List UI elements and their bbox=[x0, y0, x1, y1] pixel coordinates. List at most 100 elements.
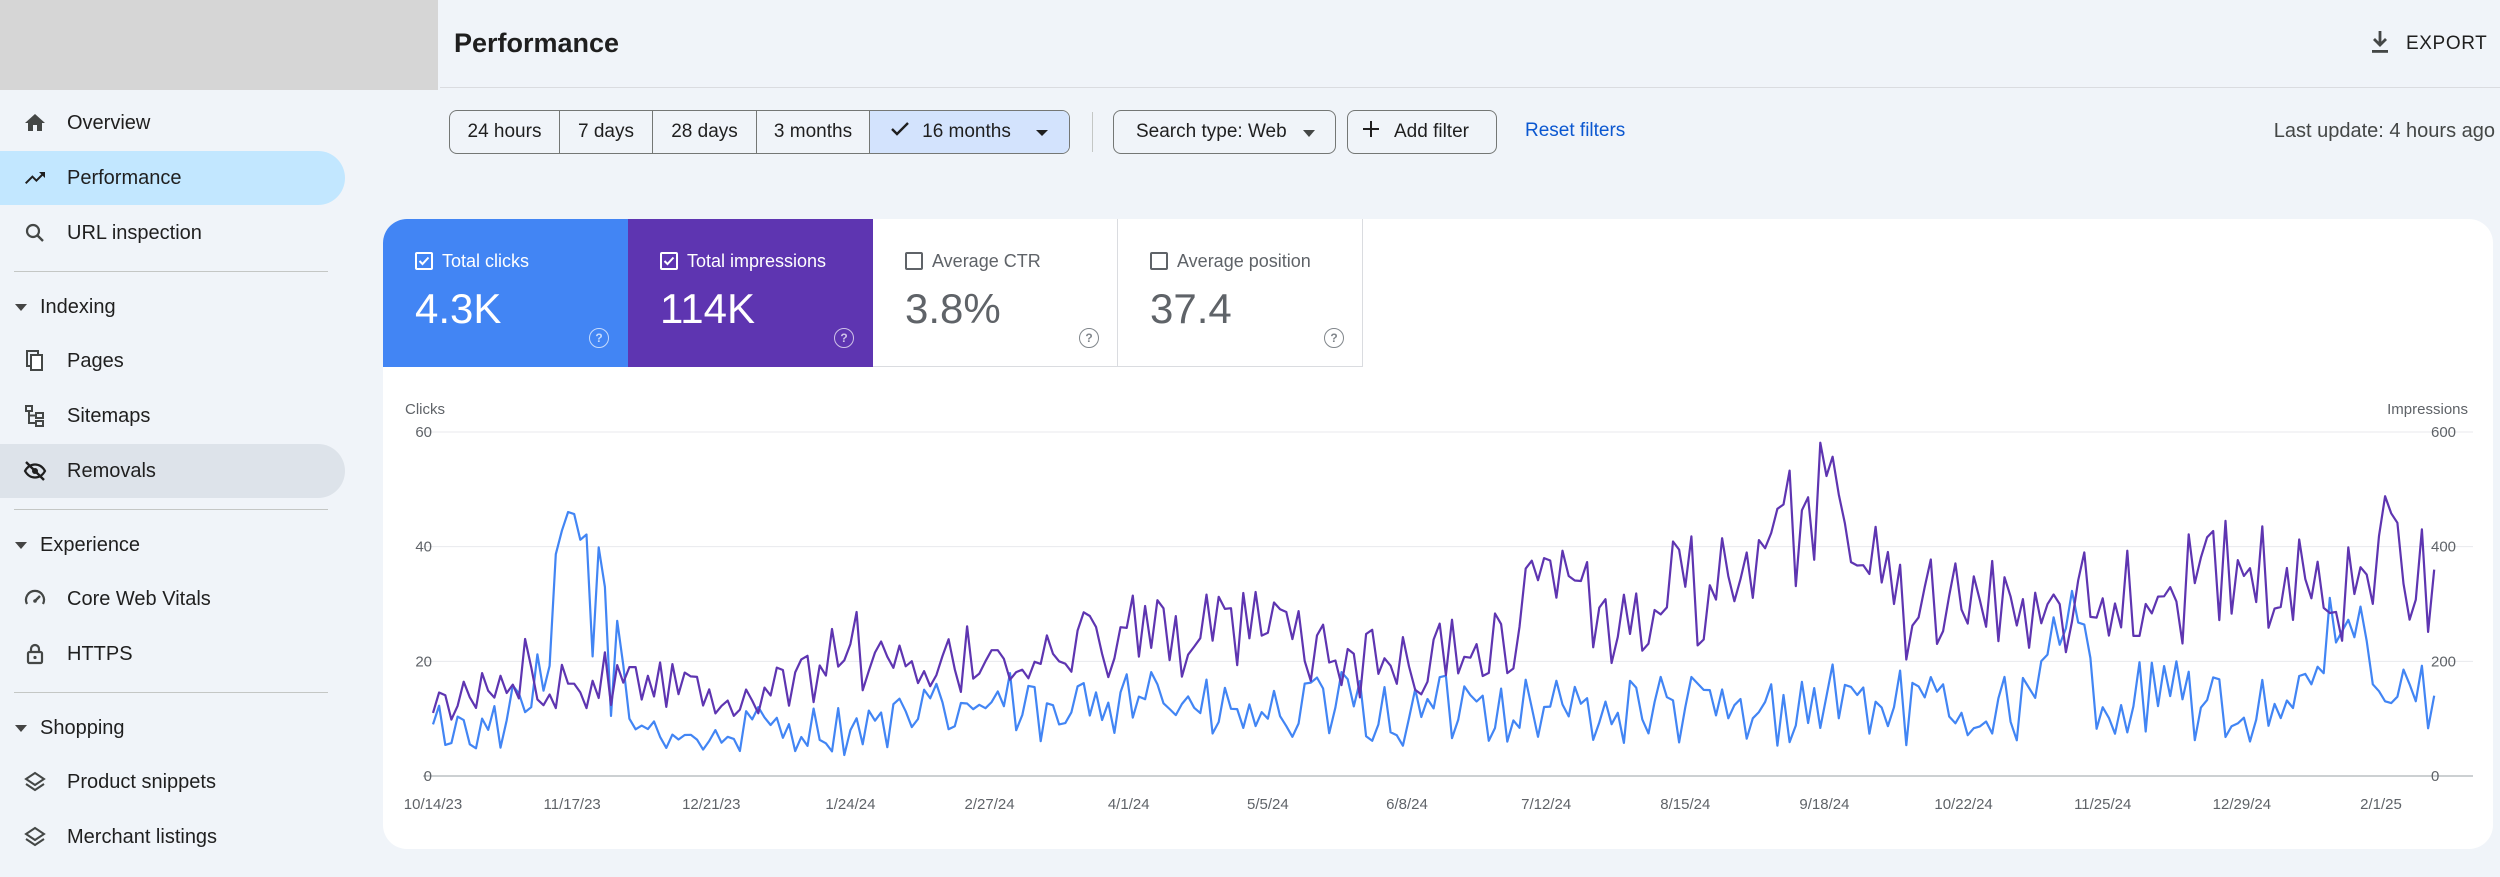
section-experience[interactable]: Experience bbox=[0, 523, 340, 567]
divider bbox=[14, 271, 328, 272]
page-title: Performance bbox=[454, 28, 620, 58]
sidebar-item-performance[interactable]: Performance bbox=[0, 151, 345, 205]
y-tick-right: 600 bbox=[2431, 424, 2456, 441]
sidebar-item-product-snippets[interactable]: Product snippets bbox=[0, 755, 345, 809]
plus-icon bbox=[1362, 120, 1380, 144]
download-icon bbox=[2368, 29, 2392, 60]
metric-label: Total impressions bbox=[687, 251, 827, 271]
x-tick-label: 4/1/24 bbox=[1108, 796, 1150, 813]
metric-total-impressions[interactable]: Total impressions 114K ? bbox=[628, 219, 873, 367]
x-tick-label: 12/21/23 bbox=[682, 796, 740, 813]
x-tick-label: 9/18/24 bbox=[1799, 796, 1849, 813]
sidebar-item-removals[interactable]: Removals bbox=[0, 444, 345, 498]
y-tick-right: 0 bbox=[2431, 768, 2439, 785]
checkbox-checked-icon[interactable] bbox=[415, 252, 433, 270]
y-tick-left: 20 bbox=[415, 653, 432, 670]
lock-icon bbox=[22, 641, 48, 667]
range-label: 16 months bbox=[922, 121, 1011, 142]
date-range-selector: 24 hours 7 days 28 days 3 months 16 mont… bbox=[449, 110, 1070, 154]
sidebar-item-label: Removals bbox=[67, 459, 156, 482]
gauge-icon bbox=[22, 586, 48, 612]
section-shopping[interactable]: Shopping bbox=[0, 706, 340, 750]
sidebar-item-merchant-listings[interactable]: Merchant listings bbox=[0, 810, 345, 864]
section-label: Indexing bbox=[40, 295, 116, 318]
divider bbox=[14, 692, 328, 693]
sidebar-item-label: Sitemaps bbox=[67, 404, 151, 427]
sidebar-item-label: Overview bbox=[67, 111, 151, 134]
metric-label: Average CTR bbox=[932, 251, 1041, 271]
metric-label: Average position bbox=[1177, 251, 1311, 271]
y-tick-left: 60 bbox=[415, 424, 432, 441]
metric-value: 3.8% bbox=[905, 285, 1001, 332]
sidebar-item-https[interactable]: HTTPS bbox=[0, 627, 345, 681]
help-icon[interactable]: ? bbox=[589, 328, 609, 348]
help-icon[interactable]: ? bbox=[1324, 328, 1344, 348]
add-filter-label: Add filter bbox=[1394, 121, 1469, 142]
caret-down-icon bbox=[15, 541, 27, 549]
range-24-hours[interactable]: 24 hours bbox=[450, 111, 560, 153]
sidebar-item-pages[interactable]: Pages bbox=[0, 334, 345, 388]
help-icon[interactable]: ? bbox=[1079, 328, 1099, 348]
home-icon bbox=[22, 110, 48, 136]
sidebar-item-label: Pages bbox=[67, 349, 124, 372]
sidebar-item-label: Core Web Vitals bbox=[67, 587, 211, 610]
range-3-months[interactable]: 3 months bbox=[757, 111, 870, 153]
sidebar-item-url-inspection[interactable]: URL inspection bbox=[0, 206, 345, 260]
dropdown-arrow-icon bbox=[1035, 121, 1049, 143]
trending-up-icon bbox=[22, 165, 48, 191]
checkbox-checked-icon[interactable] bbox=[660, 252, 678, 270]
sidebar-item-overview[interactable]: Overview bbox=[0, 96, 345, 150]
section-label: Shopping bbox=[40, 716, 125, 739]
y-axis-label-left: Clicks bbox=[405, 401, 445, 418]
sidebar: Overview Performance URL inspection Inde… bbox=[0, 0, 440, 877]
series-line bbox=[431, 510, 2436, 757]
export-button[interactable]: EXPORT bbox=[2368, 26, 2487, 62]
property-selector[interactable] bbox=[0, 0, 438, 90]
add-filter-button[interactable]: Add filter bbox=[1347, 110, 1497, 154]
search-icon bbox=[22, 220, 48, 246]
sidebar-item-label: HTTPS bbox=[67, 642, 133, 665]
x-tick-label: 8/15/24 bbox=[1660, 796, 1710, 813]
export-label: EXPORT bbox=[2406, 33, 2488, 54]
x-tick-label: 10/14/23 bbox=[404, 796, 462, 813]
metric-label: Total clicks bbox=[442, 251, 530, 271]
metric-average-ctr[interactable]: Average CTR 3.8% ? bbox=[873, 219, 1118, 367]
sidebar-item-label: Product snippets bbox=[67, 770, 216, 793]
sidebar-item-label: Performance bbox=[67, 166, 182, 189]
help-icon[interactable]: ? bbox=[834, 328, 854, 348]
range-28-days[interactable]: 28 days bbox=[653, 111, 757, 153]
x-tick-label: 5/5/24 bbox=[1247, 796, 1289, 813]
search-type-dropdown[interactable]: Search type: Web bbox=[1113, 110, 1336, 154]
metric-value: 4.3K bbox=[415, 285, 502, 332]
metric-average-position[interactable]: Average position 37.4 ? bbox=[1118, 219, 1363, 367]
reset-filters-link[interactable]: Reset filters bbox=[1525, 120, 1626, 141]
metric-total-clicks[interactable]: Total clicks 4.3K ? bbox=[383, 219, 628, 367]
eye-off-icon bbox=[22, 458, 48, 484]
x-tick-label: 6/8/24 bbox=[1386, 796, 1428, 813]
x-tick-label: 2/1/25 bbox=[2360, 796, 2402, 813]
sitemap-icon bbox=[22, 403, 48, 429]
checkbox-unchecked-icon[interactable] bbox=[1150, 252, 1168, 270]
caret-down-icon bbox=[15, 724, 27, 732]
range-16-months[interactable]: 16 months bbox=[870, 111, 1069, 153]
sidebar-item-sitemaps[interactable]: Sitemaps bbox=[0, 389, 345, 443]
sidebar-item-core-web-vitals[interactable]: Core Web Vitals bbox=[0, 572, 345, 626]
section-indexing[interactable]: Indexing bbox=[0, 285, 340, 329]
checkbox-unchecked-icon[interactable] bbox=[905, 252, 923, 270]
x-tick-label: 2/27/24 bbox=[965, 796, 1015, 813]
divider bbox=[14, 509, 328, 510]
range-7-days[interactable]: 7 days bbox=[560, 111, 653, 153]
x-tick-label: 1/24/24 bbox=[825, 796, 875, 813]
search-type-label: Search type: Web bbox=[1136, 121, 1287, 142]
metric-value: 114K bbox=[660, 285, 755, 332]
x-tick-label: 11/17/23 bbox=[544, 796, 601, 813]
y-axis-label-right: Impressions bbox=[2387, 401, 2468, 418]
layers-icon bbox=[22, 824, 48, 850]
section-label: Experience bbox=[40, 533, 141, 556]
last-update-text: Last update: 4 hours ago bbox=[2273, 120, 2495, 142]
metric-value: 37.4 bbox=[1150, 285, 1232, 332]
layers-icon bbox=[22, 769, 48, 795]
sidebar-item-label: Merchant listings bbox=[67, 825, 218, 848]
y-tick-right: 200 bbox=[2431, 653, 2456, 670]
